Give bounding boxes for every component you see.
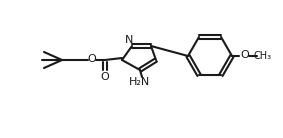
Text: O: O	[101, 72, 109, 82]
Text: O: O	[88, 54, 97, 64]
Text: CH₃: CH₃	[254, 51, 272, 61]
Text: H₂N: H₂N	[129, 77, 151, 87]
Text: O: O	[241, 50, 249, 60]
Text: N: N	[125, 35, 133, 45]
